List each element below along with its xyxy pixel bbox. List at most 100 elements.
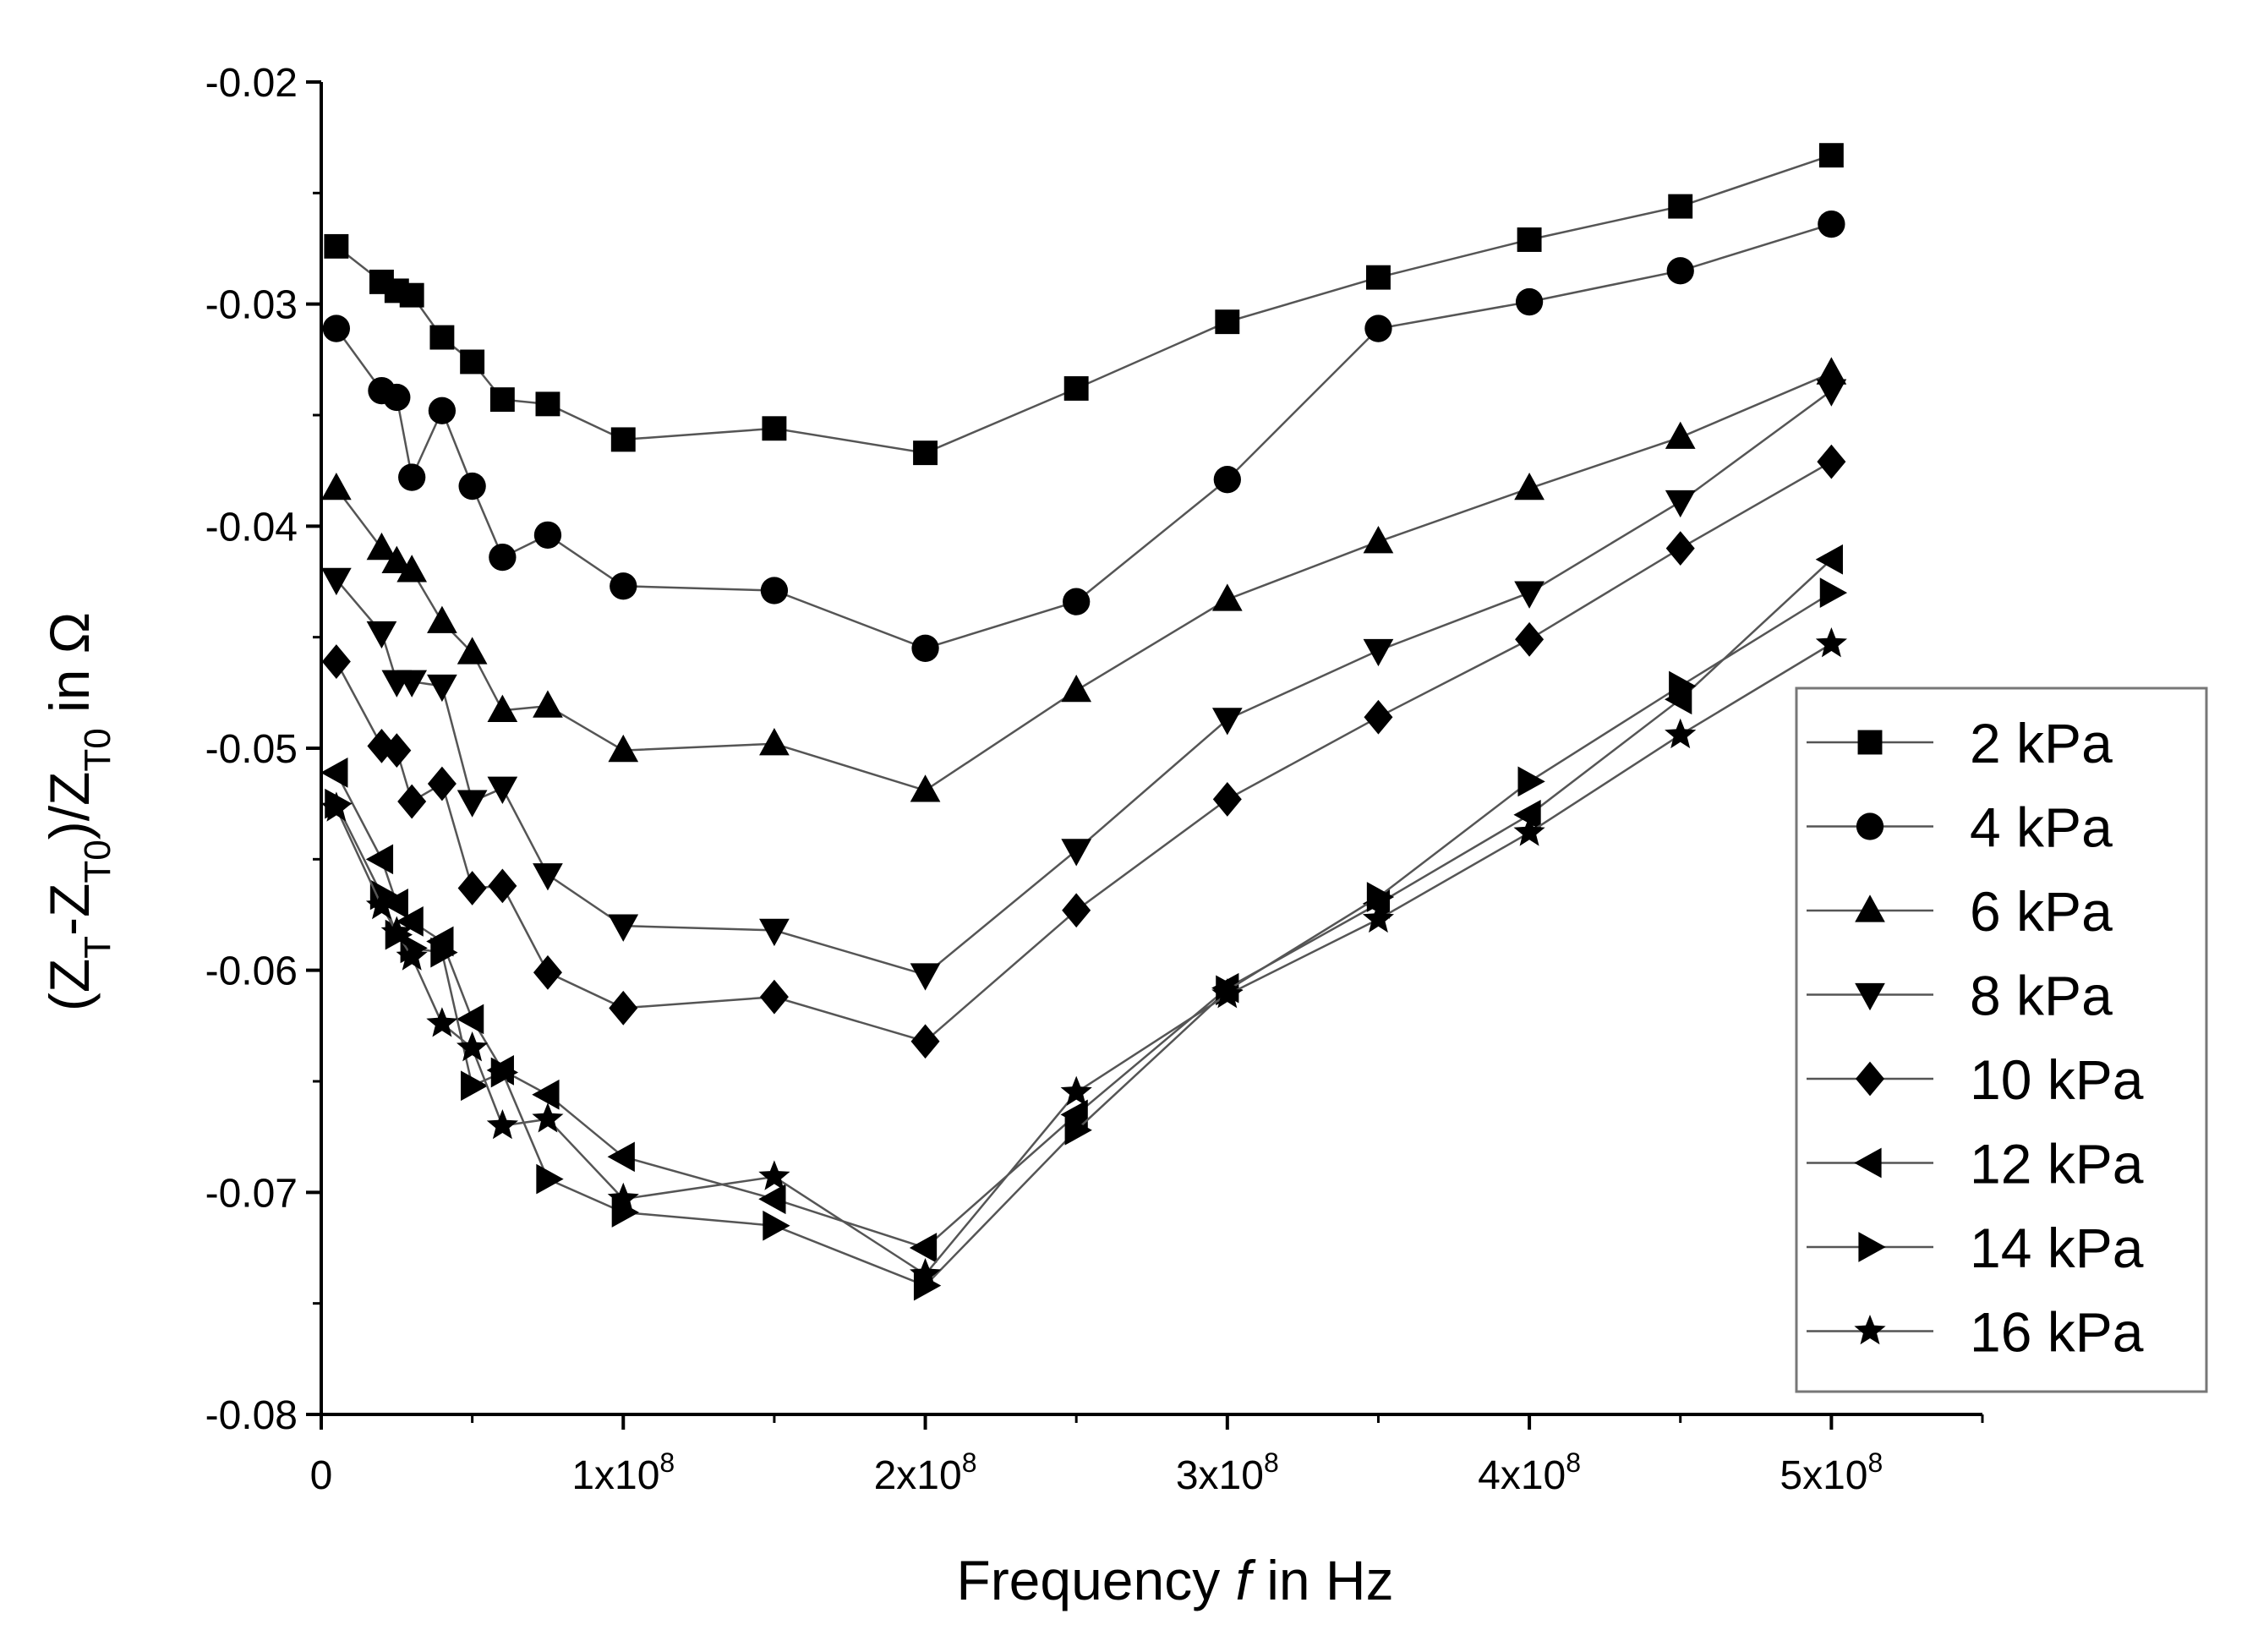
data-point: [532, 1079, 560, 1110]
y-tick-label: -0.07: [205, 1171, 298, 1216]
data-point: [1062, 893, 1091, 928]
y-tick-label: -0.06: [205, 949, 298, 994]
data-point: [366, 532, 397, 561]
data-point: [910, 1024, 940, 1059]
data-point: [763, 1210, 790, 1241]
legend-marker: [1856, 1061, 1884, 1097]
data-point: [366, 621, 397, 649]
data-point: [461, 1070, 489, 1102]
data-point: [910, 1258, 942, 1288]
data-point: [1819, 577, 1848, 608]
data-point: [1515, 621, 1545, 657]
data-point: [383, 383, 411, 412]
series-10-kpa: [321, 444, 1846, 1059]
data-point: [1364, 699, 1393, 735]
x-tick-label: 5x108: [1780, 1447, 1883, 1498]
data-point: [608, 914, 639, 942]
data-point: [365, 844, 394, 875]
legend-marker: [1855, 982, 1885, 1011]
legend-item: 16 kPa: [1807, 1301, 2144, 1364]
data-point: [1666, 257, 1694, 285]
legend-marker: [1855, 894, 1885, 922]
legend-item: 2 kPa: [1807, 712, 2113, 774]
x-tick-label: 2x108: [874, 1447, 977, 1498]
data-point: [910, 774, 941, 802]
legend-label: 2 kPa: [1970, 712, 2113, 774]
data-point: [426, 1007, 458, 1037]
data-point: [1363, 526, 1394, 554]
data-point: [457, 790, 488, 818]
series-12-kpa: [320, 544, 1843, 1263]
legend: 2 kPa 4 kPa 6 kPa 8 kPa 10 kPa 12 kPa 14 kPa 16…: [1795, 687, 2208, 1393]
data-point: [427, 674, 457, 703]
data-point: [487, 776, 518, 804]
data-point: [457, 1031, 489, 1062]
data-point: [759, 979, 789, 1015]
data-point: [322, 315, 351, 342]
x-tick-label: 4x108: [1478, 1447, 1581, 1498]
data-point: [1061, 675, 1092, 703]
legend-label: 12 kPa: [1970, 1133, 2144, 1195]
data-point: [909, 1233, 938, 1263]
data-point: [324, 233, 349, 259]
data-point: [486, 1109, 518, 1140]
data-point: [396, 940, 428, 971]
data-point: [1816, 357, 1847, 385]
legend-item: 6 kPa: [1807, 880, 2113, 943]
series-16-kpa: [320, 627, 1847, 1288]
legend-box: [1795, 687, 2208, 1393]
data-point: [487, 694, 518, 722]
data-point: [1211, 708, 1243, 736]
data-point: [1513, 799, 1541, 830]
ticks: -0.02 -0.03 -0.04 -0.05 -0.06 -0.07 -0.08 0 1x10…: [205, 61, 1984, 1498]
data-point: [1815, 627, 1847, 658]
data-point: [1366, 882, 1395, 912]
data-point: [1060, 1099, 1088, 1130]
y-tick-label: -0.08: [205, 1393, 298, 1438]
data-point: [1665, 421, 1696, 449]
data-point: [1366, 265, 1391, 290]
data-point: [610, 572, 637, 600]
data-point: [536, 1163, 564, 1195]
data-point: [428, 397, 457, 424]
data-point: [365, 889, 397, 920]
series-line: [336, 154, 1832, 454]
data-point: [910, 963, 941, 991]
data-point: [758, 1184, 786, 1215]
data-point: [607, 1182, 639, 1212]
data-point: [396, 670, 428, 697]
data-point: [1363, 638, 1394, 667]
legend-marker: [1858, 1232, 1886, 1262]
data-point: [1665, 490, 1696, 518]
data-point: [1064, 1114, 1092, 1146]
data-point: [1212, 782, 1242, 817]
legend-item: 14 kPa: [1807, 1217, 2144, 1279]
data-point: [535, 391, 560, 417]
legend-marker: [1856, 812, 1884, 840]
data-point: [760, 577, 789, 604]
data-point: [430, 937, 458, 968]
legend-item: 4 kPa: [1807, 796, 2113, 859]
data-point: [758, 1160, 790, 1190]
data-point: [382, 733, 412, 769]
data-point: [532, 1102, 564, 1133]
data-point: [608, 734, 639, 763]
data-point: [458, 472, 486, 501]
data-point: [457, 871, 487, 905]
series-8-kpa: [321, 379, 1847, 991]
legend-label: 16 kPa: [1970, 1301, 2144, 1364]
series-line: [335, 222, 1832, 650]
data-point: [913, 440, 938, 466]
data-point: [1517, 766, 1545, 797]
data-point: [396, 555, 428, 583]
data-point: [1215, 309, 1240, 335]
data-point: [1818, 210, 1845, 238]
data-point: [381, 545, 413, 573]
data-point: [1668, 194, 1693, 219]
data-point: [429, 325, 455, 350]
series-line: [335, 371, 1832, 792]
data-point: [460, 349, 485, 375]
y-tick-label: -0.04: [205, 505, 298, 550]
data-point: [1362, 902, 1394, 933]
data-point: [457, 637, 488, 665]
